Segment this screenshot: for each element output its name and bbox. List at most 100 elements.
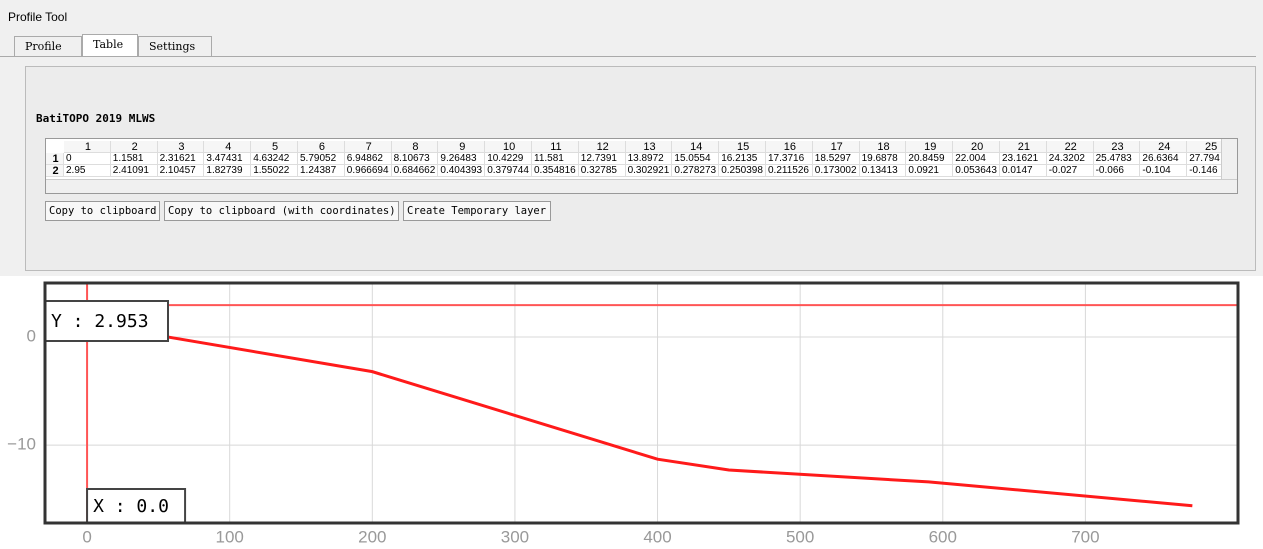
column-header: 17 (812, 141, 860, 153)
table-cell: 3.47431 (204, 153, 252, 165)
chart: 0 100 200 300 400 500 600 700 0 −10 Y : 2.953 X : 0… (7, 281, 1240, 546)
table-cell: 26.6364 (1140, 153, 1188, 165)
row-header: 2 (46, 165, 64, 177)
vertical-scrollbar (1221, 139, 1237, 179)
table-cell: 19.6878 (859, 153, 907, 165)
column-header: 22 (1046, 141, 1094, 153)
y-readout: Y : 2.953 (51, 311, 149, 332)
table-cell: 1.1581 (110, 153, 158, 165)
table-cell: 1.24387 (298, 165, 345, 177)
button[interactable]: Create Temporary layer (403, 201, 551, 221)
table-cell: 5.79052 (298, 153, 345, 165)
table-cell: -0.027 (1046, 165, 1094, 177)
x-tick-label: 400 (643, 527, 671, 546)
x-tick-label: 700 (1071, 527, 1099, 546)
table-cell: 0.302921 (625, 165, 673, 177)
y-readout-box (44, 300, 169, 342)
table-cell: 10.4229 (485, 153, 532, 165)
table-cell: 13.8972 (625, 153, 673, 165)
table-cell: 8.10673 (391, 153, 439, 165)
table-cell: 0.404393 (438, 165, 486, 177)
x-readout: X : 0.0 (93, 496, 169, 517)
column-header: 11 (532, 141, 579, 153)
table-cell: 0.278273 (672, 165, 720, 177)
column-header: 5 (251, 141, 298, 153)
table-cell: 23.1621 (1000, 153, 1047, 165)
table-cell: 4.63242 (251, 153, 298, 165)
table-cell: 18.5297 (812, 153, 860, 165)
window-title: Profile Tool (8, 10, 68, 24)
table-cell: 0.211526 (766, 165, 813, 177)
table-cell: 20.8459 (906, 153, 954, 165)
table-cell: 24.3202 (1046, 153, 1094, 165)
column-header: 3 (157, 141, 205, 153)
column-header: 4 (204, 141, 252, 153)
table-cell: 2.41091 (110, 165, 158, 177)
table-cell: 22.004 (953, 153, 1000, 165)
table-cell: 0.354816 (532, 165, 579, 177)
column-header: 20 (953, 141, 1000, 153)
column-header: 18 (859, 141, 907, 153)
y-tick-label: −10 (7, 435, 36, 454)
column-header: 2 (110, 141, 158, 153)
table-cell: 2.95 (64, 165, 111, 177)
table-cell: 0.966694 (344, 165, 392, 177)
table-cell: 0.0147 (1000, 165, 1047, 177)
column-header: 8 (391, 141, 439, 153)
x-tick-label: 200 (358, 527, 386, 546)
column-header: 15 (719, 141, 766, 153)
table-cell: 0.684662 (391, 165, 439, 177)
column-header: 13 (625, 141, 673, 153)
column-header: 23 (1093, 141, 1141, 153)
column-header: 24 (1140, 141, 1188, 153)
table-cell: 0 (64, 153, 111, 165)
table-cell: 0.32785 (578, 165, 626, 177)
table-cell: 15.0554 (672, 153, 720, 165)
column-header: 16 (766, 141, 813, 153)
button[interactable]: Copy to clipboard (45, 201, 160, 221)
table-cell: 9.26483 (438, 153, 486, 165)
horizontal-scrollbar (46, 179, 1237, 193)
table-cell: 17.3716 (766, 153, 813, 165)
tab-baseline (0, 56, 1256, 57)
table-cell: 0.250398 (719, 165, 766, 177)
y-tick-label: 0 (27, 327, 36, 346)
tab[interactable]: Profile (14, 36, 82, 56)
table: 1 2 3 4 5 6 7 8 9 10 11 12 13 14 15 16 17 18 19 20 21 22 23 24 2… (45, 138, 1238, 194)
layer-name: BatiTOPO 2019 MLWS (36, 112, 156, 125)
column-header: 19 (906, 141, 954, 153)
column-header: 21 (1000, 141, 1047, 153)
button[interactable]: Copy to clipboard (with coordinates) (164, 201, 399, 221)
column-header: 6 (298, 141, 345, 153)
table-cell: 0.379744 (485, 165, 532, 177)
plot-frame (43, 281, 1240, 525)
table-cell: 1.82739 (204, 165, 252, 177)
table-cell: 2.10457 (157, 165, 205, 177)
table-cell: -0.066 (1093, 165, 1141, 177)
table-cell: 6.94862 (344, 153, 392, 165)
row-header: 1 (46, 153, 64, 165)
table-cell: 12.7391 (578, 153, 626, 165)
table-cell: 0.13413 (859, 165, 907, 177)
x-tick-label: 600 (929, 527, 957, 546)
table-cell: 2.31621 (157, 153, 205, 165)
tab[interactable]: Table (82, 34, 138, 56)
column-header: 7 (344, 141, 392, 153)
column-header: 9 (438, 141, 486, 153)
column-header: 14 (672, 141, 720, 153)
table-cell: 11.581 (532, 153, 579, 165)
column-header: 1 (64, 141, 111, 153)
profile-line (85, 304, 1193, 508)
column-header: 10 (485, 141, 532, 153)
column-header: 12 (578, 141, 626, 153)
tab[interactable]: Settings (138, 36, 212, 56)
table-cell: 16.2135 (719, 153, 766, 165)
x-tick-label: 500 (786, 527, 814, 546)
table-cell: 25.4783 (1093, 153, 1141, 165)
x-tick-label: 100 (216, 527, 244, 546)
x-tick-label: 300 (501, 527, 529, 546)
table-cell: -0.104 (1140, 165, 1188, 177)
table-cell: 0.0921 (906, 165, 954, 177)
